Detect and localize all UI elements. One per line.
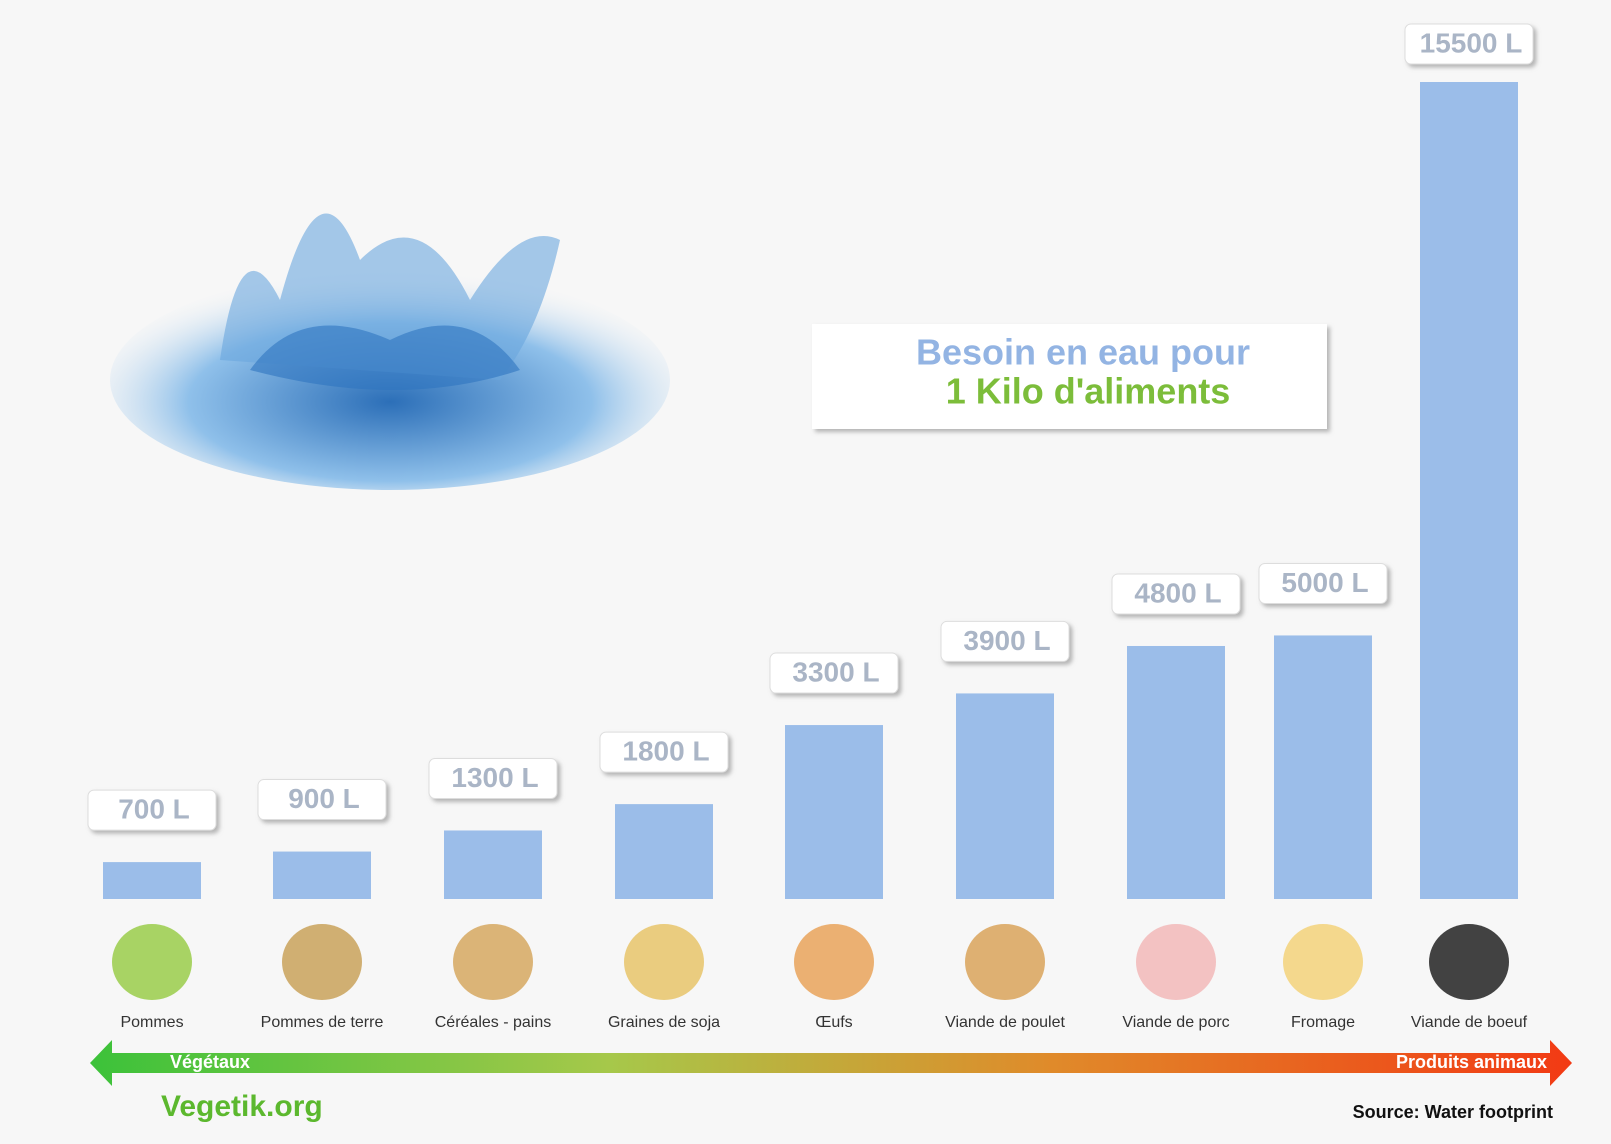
bar xyxy=(444,830,542,899)
value-label: 1300 L xyxy=(451,762,538,793)
category-label: Pommes xyxy=(120,1014,183,1031)
value-label-box xyxy=(769,652,899,694)
scale-right-label: Produits animaux xyxy=(1396,1052,1547,1072)
value-label: 3300 L xyxy=(792,656,879,687)
bar xyxy=(273,851,371,899)
food-icon xyxy=(965,924,1045,1000)
title-box xyxy=(812,324,1327,429)
chart-subtitle: 1 Kilo d'aliments xyxy=(946,371,1231,412)
value-label: 700 L xyxy=(118,793,190,824)
value-label: 4800 L xyxy=(1134,577,1221,608)
category-label: Viande de porc xyxy=(1122,1014,1229,1031)
value-label-box xyxy=(940,620,1070,662)
value-label-box xyxy=(599,731,729,773)
category-label: Fromage xyxy=(1291,1014,1355,1031)
bar xyxy=(615,804,713,899)
category-label: Viande de boeuf xyxy=(1411,1014,1528,1031)
category-label: Céréales - pains xyxy=(435,1014,552,1031)
bar xyxy=(956,693,1054,899)
category-label: Pommes de terre xyxy=(261,1014,384,1031)
category-label: Viande de poulet xyxy=(945,1014,1065,1031)
category-label: Œufs xyxy=(815,1014,852,1031)
scale-arrow xyxy=(90,1040,1572,1086)
water-splash xyxy=(110,213,670,490)
value-label-box xyxy=(87,789,217,831)
value-label-box xyxy=(428,757,558,799)
food-icon xyxy=(453,924,533,1000)
value-label: 1800 L xyxy=(622,736,709,767)
value-label: 3900 L xyxy=(963,625,1050,656)
food-icon xyxy=(794,924,874,1000)
food-icon xyxy=(1283,924,1363,1000)
value-label: 900 L xyxy=(288,783,360,814)
bar xyxy=(1420,82,1518,899)
value-label-box xyxy=(257,779,387,821)
bar xyxy=(103,862,201,899)
bar xyxy=(1274,635,1372,899)
value-label-box xyxy=(1404,23,1534,65)
bar xyxy=(785,725,883,899)
value-label-box xyxy=(1258,562,1388,604)
source: Source: Water footprint xyxy=(1353,1102,1553,1122)
food-icon xyxy=(282,924,362,1000)
food-icon xyxy=(624,924,704,1000)
category-label: Graines de soja xyxy=(608,1014,720,1031)
food-icon xyxy=(1136,924,1216,1000)
bar xyxy=(1127,645,1225,899)
value-label: 15500 L xyxy=(1420,27,1523,58)
scale-left-label: Végétaux xyxy=(170,1052,250,1072)
brand: Vegetik.org xyxy=(161,1090,323,1123)
value-label-box xyxy=(1111,573,1241,615)
value-label: 5000 L xyxy=(1281,567,1368,598)
chart-title: Besoin en eau pour xyxy=(916,332,1250,373)
food-icon xyxy=(112,924,192,1000)
food-icon xyxy=(1429,924,1509,1000)
